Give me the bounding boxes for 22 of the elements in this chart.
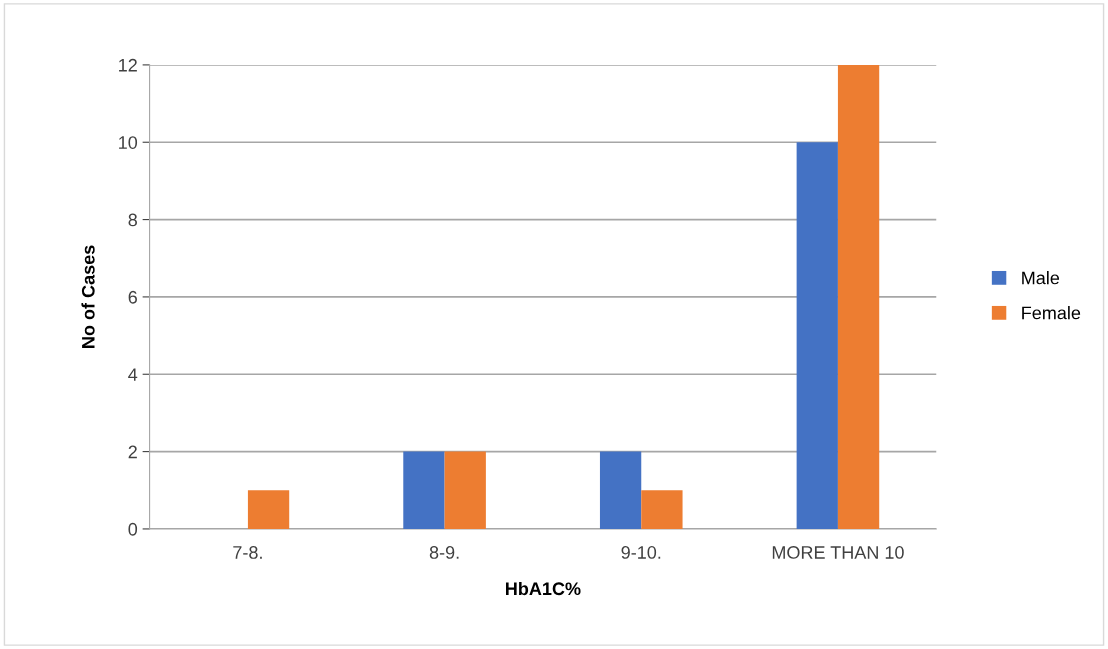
bar — [837, 64, 880, 529]
legend-label: Female — [1022, 306, 1081, 320]
y-tick-label: 4 — [128, 368, 138, 381]
y-tick-label: 0 — [128, 522, 138, 536]
y-axis-title: No of Cases — [81, 245, 95, 348]
x-tick-label: 7-8. — [233, 546, 262, 559]
bar — [444, 451, 486, 529]
y-tick-label: 10 — [119, 136, 138, 149]
x-axis-title: HbA1C% — [506, 581, 581, 596]
bar — [247, 490, 290, 529]
y-tick-label: 6 — [128, 290, 137, 304]
y-tick-label: 12 — [119, 58, 137, 72]
y-tick-label: 8 — [128, 213, 137, 227]
x-tick-label: 8-9. — [429, 546, 459, 559]
x-tick-label: 9-10. — [621, 546, 661, 559]
x-tick-label: MORE THAN 10 — [772, 546, 904, 559]
y-tick-label: 2 — [128, 445, 137, 459]
bar — [599, 451, 642, 529]
bar — [796, 142, 838, 529]
bar — [641, 490, 683, 529]
legend-label: Male — [1022, 271, 1060, 285]
bar — [403, 451, 445, 529]
